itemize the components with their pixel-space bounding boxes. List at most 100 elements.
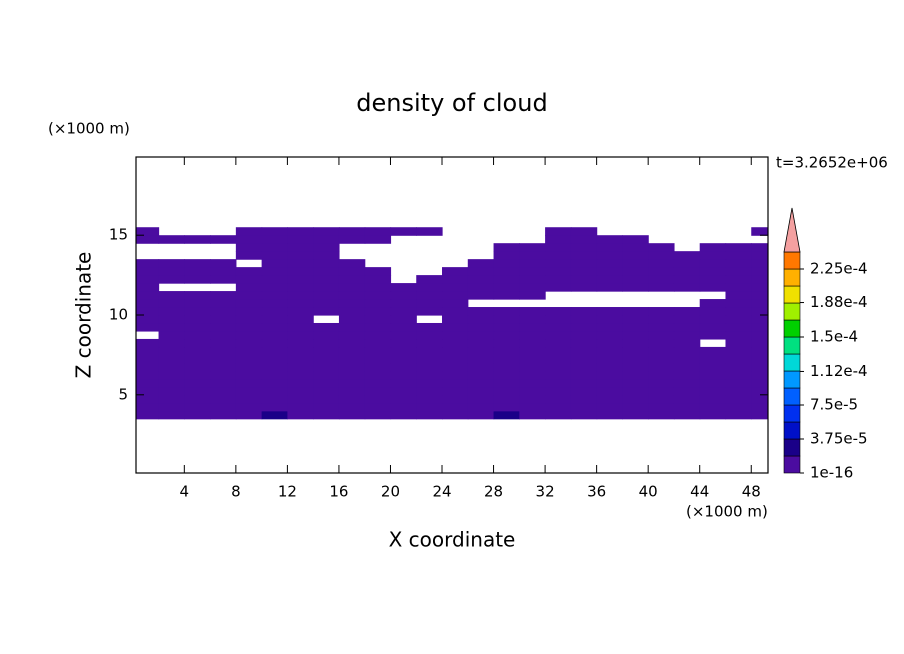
y-tick-label: 5: [118, 385, 128, 403]
contour-cell: [136, 338, 160, 348]
x-tick-label: 4: [180, 483, 190, 501]
contour-cell: [338, 307, 366, 316]
contour-cell: [261, 227, 288, 236]
contour-cell: [184, 251, 210, 260]
contour-cell: [313, 362, 340, 372]
contour-cell: [596, 259, 624, 268]
contour-cell: [699, 315, 727, 324]
contour-cell: [390, 267, 416, 276]
contour-cell: [648, 402, 675, 412]
contour-cell: [570, 402, 598, 412]
contour-cell: [467, 394, 495, 404]
contour-cell: [467, 346, 495, 356]
contour-cell: [725, 275, 752, 284]
contour-cell: [467, 275, 495, 284]
contour-cell: [751, 378, 768, 388]
contour-cell: [596, 338, 624, 348]
x-tick-label: 20: [381, 483, 400, 501]
contour-cell: [699, 378, 727, 388]
contour-cell: [338, 370, 366, 380]
contour-cell: [468, 227, 494, 236]
contour-cell: [235, 378, 263, 388]
contour-cell: [184, 283, 210, 292]
contour-cell: [210, 362, 237, 372]
contour-cell: [751, 370, 768, 380]
contour-cell: [570, 322, 598, 332]
contour-cell: [235, 346, 263, 356]
contour-cell: [136, 315, 160, 324]
contour-cell: [442, 307, 469, 316]
colorbar-box: [783, 404, 801, 423]
contour-cell: [364, 410, 392, 420]
contour-cell: [519, 338, 546, 348]
contour-cell: [751, 235, 777, 244]
contour-cell: [519, 275, 546, 284]
contour-cell: [468, 251, 494, 260]
y-axis-label: Z coordinate: [72, 252, 96, 379]
contour-cell: [648, 362, 675, 372]
colorbar-box: [783, 336, 801, 355]
contour-cell: [699, 243, 727, 252]
contour-cell: [596, 330, 624, 340]
contour-cell: [313, 338, 340, 348]
contour-cell: [364, 378, 392, 388]
contour-cell: [570, 330, 598, 340]
contour-cell: [338, 283, 366, 292]
contour-cell: [648, 346, 675, 356]
contour-cell: [364, 362, 392, 372]
contour-cell: [338, 227, 366, 236]
contour-cell: [699, 275, 727, 284]
contour-cell: [287, 370, 314, 380]
contour-cell: [313, 235, 340, 244]
contour-cell: [545, 307, 572, 316]
contour-cell: [338, 362, 366, 372]
contour-cell: [184, 315, 211, 324]
contour-cell: [235, 330, 263, 340]
contour-cell: [597, 291, 623, 300]
contour-cell: [338, 299, 366, 308]
contour-cell: [390, 354, 417, 364]
contour-cell: [235, 394, 263, 404]
contour-cell: [390, 402, 417, 412]
contour-cell: [390, 410, 417, 420]
contour-cell: [136, 322, 160, 332]
contour-cell: [622, 251, 649, 260]
contour-cell: [158, 370, 185, 380]
contour-cell: [570, 410, 598, 420]
contour-cell: [751, 330, 768, 340]
colorbar-box: [783, 285, 801, 304]
contour-cell: [725, 402, 752, 412]
contour-cell: [673, 315, 701, 324]
contour-cell: [648, 322, 675, 332]
contour-cell: [338, 291, 366, 300]
contour-cell: [210, 370, 237, 380]
contour-cell: [622, 283, 649, 292]
colorbar-tick-label: 1.88e-4: [810, 293, 868, 311]
contour-cell: [136, 346, 160, 356]
contour-cell: [184, 219, 210, 228]
contour-cell: [725, 346, 752, 356]
contour-cell: [493, 386, 520, 396]
contour-cell: [725, 354, 752, 364]
contour-cell: [287, 330, 314, 340]
contour-cell: [261, 307, 288, 316]
contour-cell: [136, 378, 160, 388]
contour-cell: [442, 338, 469, 348]
contour-cell: [338, 338, 366, 348]
contour-cell: [648, 370, 675, 380]
contour-cell: [751, 394, 768, 404]
contour-cell: [442, 243, 468, 252]
contour-cell: [699, 322, 727, 332]
contour-cell: [390, 291, 417, 300]
contour-cell: [287, 267, 314, 276]
contour-cell: [467, 259, 495, 268]
contour-cell: [136, 307, 160, 316]
contour-cell: [571, 291, 597, 300]
contour-cell: [545, 386, 572, 396]
contour-cell: [699, 346, 727, 356]
contour-cell: [338, 275, 366, 284]
contour-cell: [545, 315, 572, 324]
contour-cell: [648, 227, 674, 236]
contour-cell: [597, 227, 623, 236]
contour-cell: [570, 315, 598, 324]
